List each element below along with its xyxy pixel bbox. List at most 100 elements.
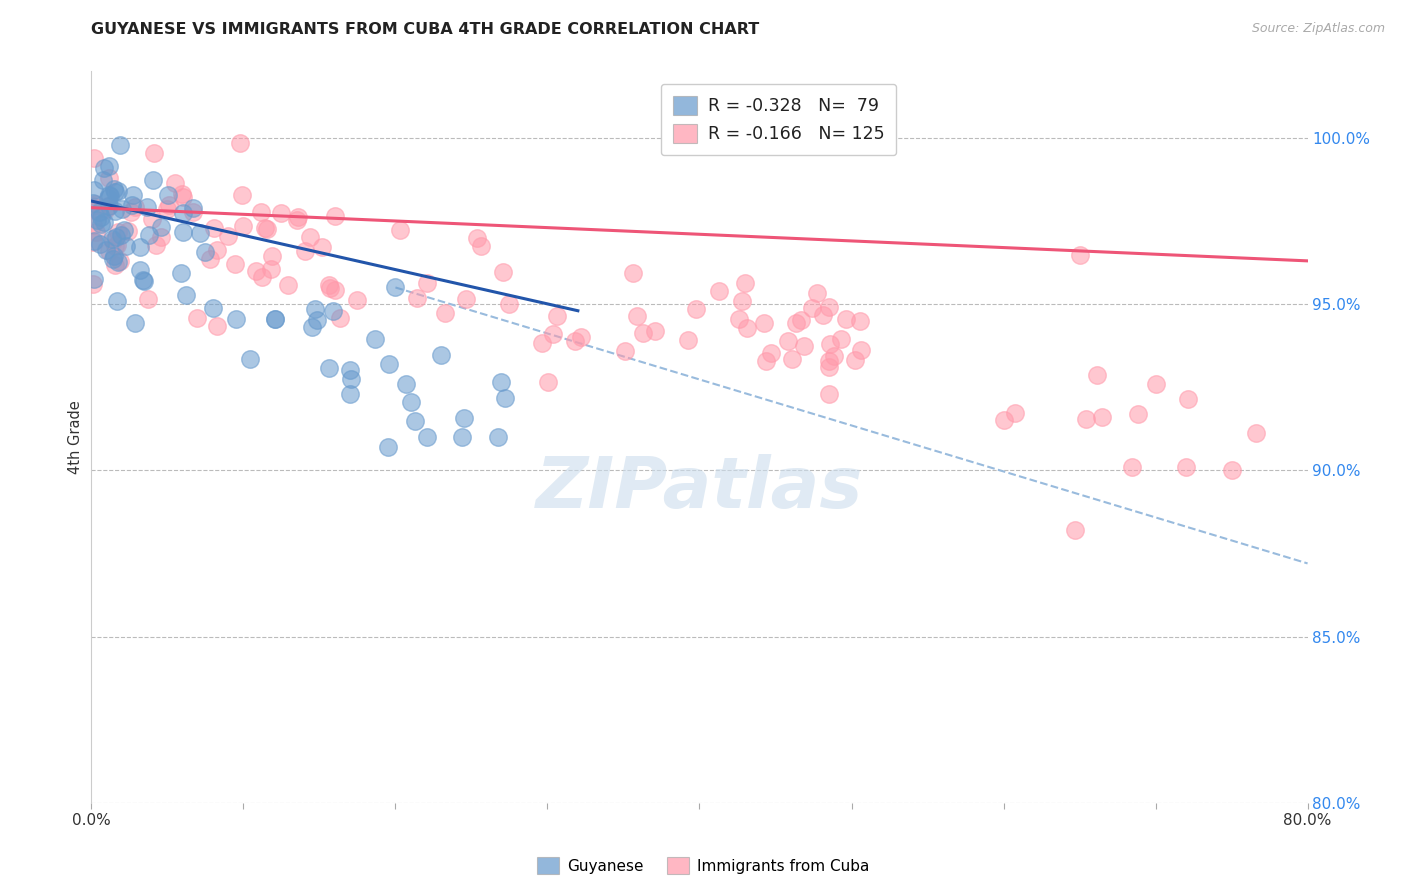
Point <box>450 430 472 444</box>
Point <box>103 252 125 266</box>
Point <box>96 202 118 216</box>
Point <box>818 337 841 351</box>
Point <box>101 234 124 248</box>
Point <box>299 230 322 244</box>
Point <box>98 244 121 258</box>
Point <box>262 249 284 263</box>
Point <box>406 291 429 305</box>
Point <box>1121 460 1143 475</box>
Point <box>541 327 564 342</box>
Point <box>1177 392 1199 407</box>
Point <box>98 187 121 202</box>
Point <box>172 225 194 239</box>
Point <box>294 244 316 258</box>
Point <box>132 272 155 286</box>
Point <box>194 244 217 259</box>
Point <box>202 220 225 235</box>
Point <box>82 195 104 210</box>
Point <box>323 283 346 297</box>
Point <box>305 312 328 326</box>
Point <box>318 360 340 375</box>
Point <box>1069 248 1091 262</box>
Point <box>1004 406 1026 420</box>
Point <box>198 252 221 266</box>
Point <box>93 215 115 229</box>
Point <box>1128 407 1150 421</box>
Point <box>124 316 146 330</box>
Point <box>86 212 108 227</box>
Point <box>107 255 129 269</box>
Point <box>129 263 152 277</box>
Point <box>1064 523 1087 537</box>
Text: Source: ZipAtlas.com: Source: ZipAtlas.com <box>1251 22 1385 36</box>
Point <box>94 243 117 257</box>
Point <box>491 375 513 389</box>
Point <box>1174 459 1197 474</box>
Point <box>97 159 120 173</box>
Point <box>172 206 194 220</box>
Point <box>416 276 439 290</box>
Point <box>134 274 156 288</box>
Point <box>89 210 111 224</box>
Point <box>830 332 852 346</box>
Point <box>339 387 361 401</box>
Point <box>163 176 186 190</box>
Point <box>813 308 835 322</box>
Point <box>329 310 352 325</box>
Point <box>363 332 385 346</box>
Point <box>456 292 478 306</box>
Point <box>186 310 208 325</box>
Point <box>93 161 115 175</box>
Point <box>156 202 179 216</box>
Point <box>124 200 146 214</box>
Point <box>249 204 271 219</box>
Point <box>404 414 426 428</box>
Point <box>1091 410 1114 425</box>
Point <box>806 285 828 300</box>
Point <box>494 391 516 405</box>
Point <box>467 231 489 245</box>
Point <box>84 225 107 239</box>
Point <box>103 249 125 263</box>
Point <box>83 151 105 165</box>
Legend: R = -0.328   N=  79, R = -0.166   N= 125: R = -0.328 N= 79, R = -0.166 N= 125 <box>661 84 897 155</box>
Point <box>112 223 135 237</box>
Point <box>107 226 129 240</box>
Point <box>644 324 666 338</box>
Point <box>844 352 866 367</box>
Point <box>122 187 145 202</box>
Point <box>256 222 278 236</box>
Point <box>754 316 776 330</box>
Point <box>145 237 167 252</box>
Point <box>141 211 163 226</box>
Point <box>416 430 439 444</box>
Point <box>181 201 204 215</box>
Point <box>486 430 509 444</box>
Point <box>993 413 1015 427</box>
Point <box>430 348 453 362</box>
Point <box>492 265 515 279</box>
Point <box>631 326 654 340</box>
Point <box>181 204 204 219</box>
Point <box>82 218 104 232</box>
Point <box>395 376 418 391</box>
Point <box>785 316 807 330</box>
Point <box>1220 463 1243 477</box>
Point <box>755 354 778 368</box>
Point <box>264 312 287 326</box>
Point <box>110 202 132 216</box>
Point <box>817 359 839 374</box>
Point <box>156 188 179 202</box>
Point <box>83 234 105 248</box>
Point <box>614 344 637 359</box>
Point <box>205 243 228 257</box>
Point <box>685 301 707 316</box>
Point <box>217 228 239 243</box>
Point <box>778 334 800 348</box>
Point <box>735 320 758 334</box>
Point <box>1074 411 1097 425</box>
Point <box>188 226 211 240</box>
Point <box>727 311 749 326</box>
Point <box>339 362 361 376</box>
Point <box>498 297 520 311</box>
